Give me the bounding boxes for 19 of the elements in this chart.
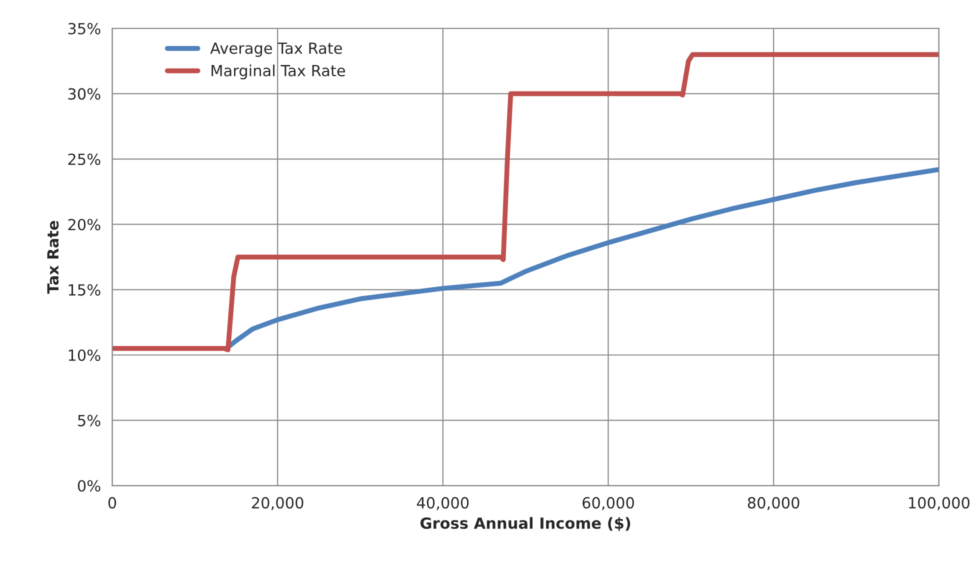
y-tick-label: 20%: [68, 218, 100, 230]
x-tick-label: 20,000: [252, 497, 304, 510]
x-axis-title: Gross Annual Income ($): [420, 517, 630, 531]
y-tick-label: 35%: [68, 22, 100, 34]
y-tick-label: 15%: [68, 284, 100, 296]
y-tick-label: 5%: [78, 414, 100, 426]
line-series: [224, 167, 939, 351]
legend-label: Average Tax Rate: [210, 42, 342, 57]
x-tick-label: 0: [108, 497, 116, 509]
x-tick-label: 100,000: [909, 497, 970, 510]
y-tick-label: 25%: [68, 154, 100, 166]
x-tick-label: 40,000: [416, 497, 469, 510]
y-tick-label: 0%: [78, 480, 100, 492]
y-tick-label: 10%: [68, 349, 100, 362]
legend-label: Marginal Tax Rate: [212, 64, 346, 80]
x-tick-label: 60,000: [582, 497, 634, 510]
y-axis-title: Tax Rate: [47, 220, 59, 294]
y-tick-label: 30%: [68, 88, 100, 100]
x-tick-label: 80,000: [748, 497, 800, 510]
